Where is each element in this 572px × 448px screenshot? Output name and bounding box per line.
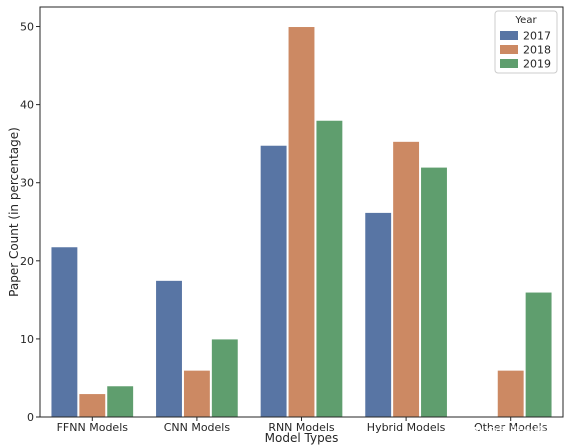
legend-label-2019: 2019: [523, 58, 551, 71]
bar-2019-3: [420, 166, 448, 418]
bar-2017-2: [259, 144, 288, 418]
x-axis-title: Model Types: [265, 431, 339, 445]
x-tick-label-1: CNN Models: [164, 421, 231, 434]
y-tick-label-1: 10: [20, 333, 34, 346]
legend-swatch-2018: [500, 45, 518, 54]
bar-2017-1: [155, 279, 183, 418]
y-tick-label-0: 0: [27, 411, 34, 424]
x-tick-label-0: FFNN Models: [57, 421, 129, 434]
legend-label-2017: 2017: [523, 30, 551, 43]
legend-swatch-2019: [500, 59, 518, 68]
bar-2018-1: [182, 369, 211, 418]
bar-2019-4: [524, 291, 553, 418]
bar-2018-2: [287, 26, 316, 418]
bar-2019-2: [315, 119, 344, 418]
y-tick-label-2: 20: [20, 255, 34, 268]
x-tick-label-4: Other Models: [474, 421, 548, 434]
legend-box: [494, 10, 558, 74]
bar-2018-3: [392, 140, 421, 418]
legend-label-2018: 2018: [523, 44, 551, 57]
axes: 0 10 20 30 40 50 FFNN Models CNN Models RNN Mode…: [20, 6, 564, 434]
bar-2018-0: [78, 393, 107, 418]
y-tick-label-5: 50: [20, 21, 34, 34]
watermark: CSDN @咒咒大魔王: [448, 424, 558, 439]
bar-2017-3: [364, 211, 393, 418]
bar-2019-1: [210, 338, 239, 418]
y-axis-title: Paper Count (in percentage): [7, 127, 21, 297]
y-tick-label-4: 40: [20, 99, 34, 112]
plot-area: [50, 26, 553, 418]
bar-2019-0: [106, 385, 135, 418]
x-tick-label-2: RNN Models: [268, 421, 335, 434]
legend-swatch-2017: [500, 31, 518, 40]
x-tick-label-3: Hybrid Models: [367, 421, 446, 434]
y-tick-label-3: 30: [20, 177, 34, 190]
bar-2017-0: [50, 246, 79, 418]
bar-2018-4: [496, 369, 525, 418]
legend-title: Year: [514, 15, 537, 26]
